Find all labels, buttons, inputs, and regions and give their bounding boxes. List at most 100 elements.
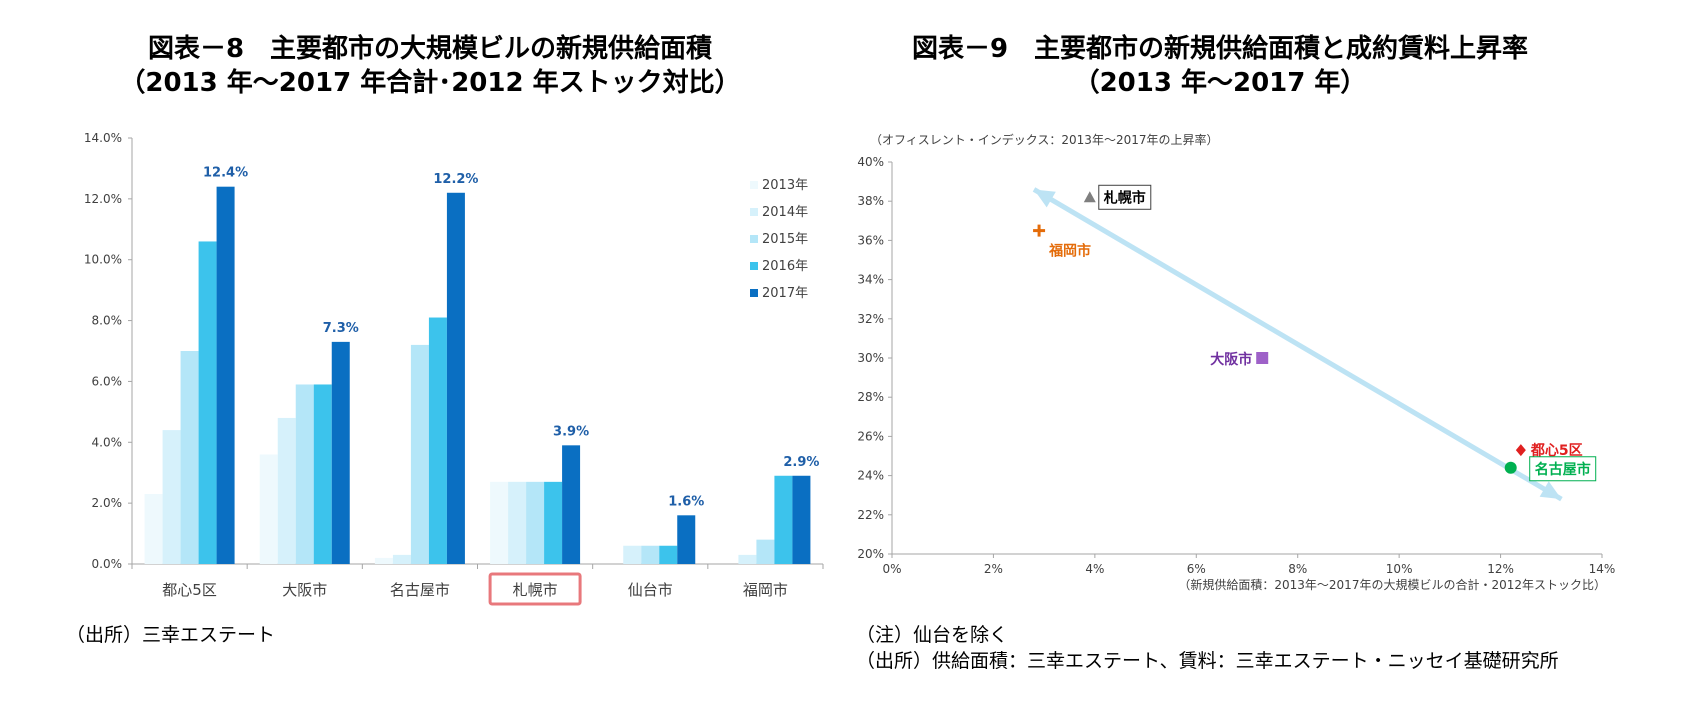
point-label-box [1098,184,1152,210]
y-tick-label: 24% [857,469,884,483]
legend-swatch [750,208,758,216]
point-marker [1515,444,1526,457]
left-source-note: （出所）三幸エステート [66,624,276,646]
category-label: 福岡市 [743,581,788,599]
point-label: 札幌市 [1103,189,1146,206]
bar [792,475,811,564]
legend-swatch [750,289,758,297]
y-tick-label: 36% [857,233,884,247]
y-tick-label: 26% [857,429,884,443]
point-marker [1504,461,1517,474]
y-tick-label: 0.0% [92,557,123,571]
bar [410,344,429,564]
y-tick-label: 28% [857,390,884,404]
left-figure-title: 図表－8 主要都市の大規模ビルの新規供給面積 （2013 年～2017 年合計･… [50,32,810,100]
point-label: 都心5区 [1530,443,1583,459]
bar [623,545,642,564]
y-tick-label: 40% [857,155,884,169]
bar [756,539,775,564]
legend-label: 2015年 [762,232,808,247]
right-figure-title: 図表－9 主要都市の新規供給面積と成約賃料上昇率 （2013 年～2017 年） [840,32,1600,100]
left-title-line1: 図表－8 主要都市の大規模ビルの新規供給面積 [147,34,713,64]
bar [428,317,447,564]
x-tick-label: 4% [1085,562,1104,576]
bar [774,475,793,564]
category-label: 札幌市 [513,581,558,599]
bar [374,557,393,564]
bar [259,454,278,564]
right-exclusion-note: （注）仙台を除く [856,624,1009,646]
category-label: 仙台市 [628,581,673,599]
category-label: 大阪市 [282,581,327,599]
legend-swatch [750,235,758,243]
point-label-box [1529,456,1597,482]
right-source-note: （出所）供給面積：三幸エステート、賃料：三幸エステート・ニッセイ基礎研究所 [856,650,1559,672]
bar [144,494,163,564]
right-title-line1: 図表－9 主要都市の新規供給面積と成約賃料上昇率 [911,34,1529,64]
bar [392,554,411,564]
y-tick-label: 20% [857,547,884,561]
bar [526,481,545,564]
scatter-chart: （オフィスレント・インデックス：2013年～2017年の上昇率） 20% 22% 24… [857,132,1616,592]
y-tick-label: 34% [857,273,884,287]
point-label: 福岡市 [1048,243,1091,260]
highlight-box [488,572,582,606]
category-label: 名古屋市 [390,581,450,599]
x-tick-label: 6% [1187,562,1206,576]
legend-swatch [750,262,758,270]
legend-label: 2017年 [762,286,808,301]
bar-chart: 0.0% 2.0% 4.0% 6.0% 8.0% 10.0% 12.0% 14.0% 12.4%… [84,131,824,606]
right-title-line2: （2013 年～2017 年） [1073,68,1367,98]
bar [544,481,563,564]
point-label: 名古屋市 [1535,461,1591,478]
bar [677,515,696,564]
x-tick-label: 8% [1288,562,1307,576]
bar [659,545,678,564]
bar [313,384,332,564]
bar [641,545,660,564]
bar [508,481,527,564]
bar [446,192,465,564]
y-tick-label: 2.0% [92,496,123,510]
y-tick-label: 14.0% [84,131,122,145]
point-marker [1256,352,1269,364]
bar [216,186,235,564]
x-tick-label: 14% [1589,562,1616,576]
y-tick-label: 22% [857,508,884,522]
trend-arrow-line [1032,187,1563,502]
point-marker [1083,191,1096,203]
bar [490,481,509,564]
y-tick-label: 30% [857,351,884,365]
x-axis-caption: （新規供給面積：2013年～2017年の大規模ビルの合計・2012年ストック比） [1178,577,1606,592]
bar [180,351,199,564]
bar [331,341,350,564]
trend-arrow-head-start [1034,189,1056,208]
legend-label: 2016年 [762,259,808,274]
legend-swatch [750,181,758,189]
point-label: 大阪市 [1210,351,1252,368]
bar [295,384,314,564]
legend-label: 2013年 [762,178,808,193]
data-label: 7.3% [323,321,359,336]
data-label: 12.4% [203,166,248,181]
bar [198,241,217,564]
bar [738,554,757,564]
data-label: 1.6% [668,494,704,509]
y-tick-label: 8.0% [92,314,123,328]
y-tick-label: 32% [857,312,884,326]
x-tick-label: 0% [882,562,901,576]
y-tick-label: 12.0% [84,192,122,206]
left-title-line2: （2013 年～2017 年合計･2012 年ストック対比） [119,68,741,98]
x-tick-label: 10% [1386,562,1413,576]
y-axis-caption: （オフィスレント・インデックス：2013年～2017年の上昇率） [870,132,1218,147]
x-tick-label: 12% [1487,562,1514,576]
bar [162,430,181,564]
y-tick-label: 38% [857,194,884,208]
category-label: 都心5区 [162,581,217,599]
y-tick-label: 4.0% [92,435,123,449]
x-tick-label: 2% [984,562,1003,576]
legend-label: 2014年 [762,205,808,220]
data-label: 2.9% [783,455,819,470]
bar [277,417,296,564]
y-tick-label: 10.0% [84,253,122,267]
